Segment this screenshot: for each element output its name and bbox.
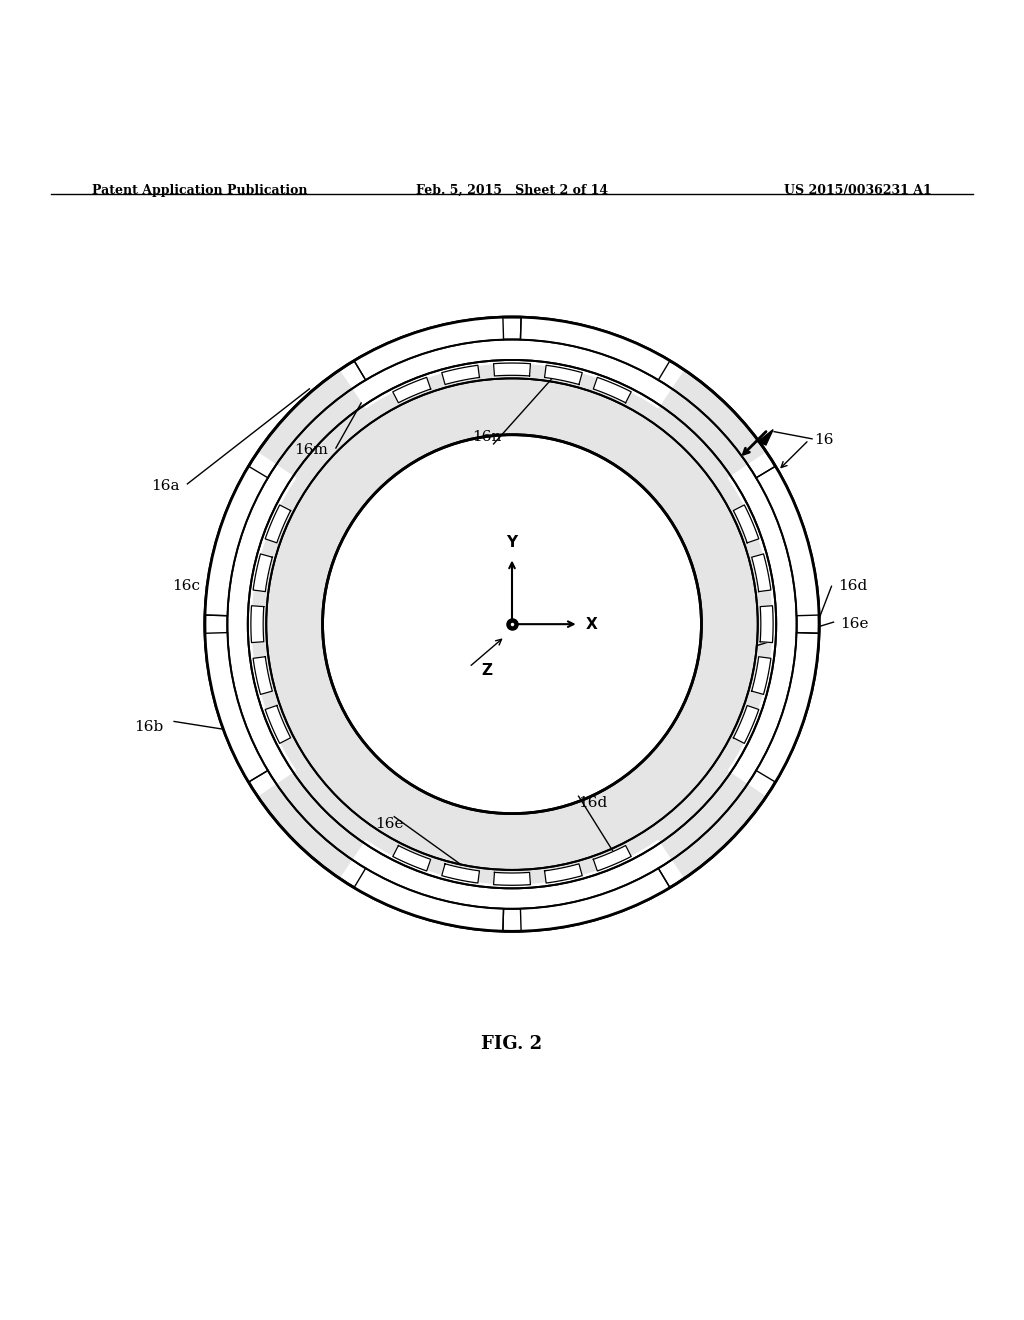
- Polygon shape: [520, 869, 670, 931]
- Polygon shape: [728, 453, 819, 796]
- Text: US 2015/0036231 A1: US 2015/0036231 A1: [784, 183, 932, 197]
- Polygon shape: [205, 453, 296, 796]
- Polygon shape: [752, 656, 771, 694]
- Circle shape: [205, 317, 819, 932]
- Text: X: X: [586, 616, 597, 632]
- Text: 16m: 16m: [294, 444, 328, 457]
- Text: 16e: 16e: [840, 618, 868, 631]
- Polygon shape: [758, 429, 773, 445]
- Polygon shape: [393, 378, 431, 403]
- Polygon shape: [756, 466, 819, 615]
- Text: 16b: 16b: [134, 719, 164, 734]
- Polygon shape: [545, 863, 583, 883]
- Polygon shape: [340, 841, 684, 932]
- Polygon shape: [265, 506, 291, 543]
- Polygon shape: [441, 863, 479, 883]
- Polygon shape: [733, 705, 759, 743]
- Polygon shape: [265, 705, 291, 743]
- Text: Y: Y: [507, 536, 517, 550]
- Text: 16a: 16a: [151, 479, 179, 492]
- Polygon shape: [520, 317, 670, 380]
- Polygon shape: [752, 554, 771, 591]
- Polygon shape: [545, 366, 583, 384]
- Text: 16c: 16c: [172, 579, 200, 593]
- Polygon shape: [253, 554, 272, 591]
- Polygon shape: [340, 317, 684, 408]
- Polygon shape: [441, 366, 479, 384]
- Polygon shape: [733, 506, 759, 543]
- Polygon shape: [205, 466, 268, 615]
- Polygon shape: [251, 606, 264, 643]
- Polygon shape: [354, 317, 504, 380]
- Polygon shape: [205, 632, 268, 783]
- Polygon shape: [354, 869, 504, 931]
- PathPatch shape: [205, 317, 819, 932]
- Text: Patent Application Publication: Patent Application Publication: [92, 183, 307, 197]
- Circle shape: [323, 434, 701, 813]
- Polygon shape: [593, 846, 631, 871]
- Circle shape: [323, 434, 701, 813]
- Polygon shape: [253, 656, 272, 694]
- Text: Feb. 5, 2015   Sheet 2 of 14: Feb. 5, 2015 Sheet 2 of 14: [416, 183, 608, 197]
- Text: 16n: 16n: [472, 430, 501, 444]
- Text: Z: Z: [481, 663, 492, 678]
- Polygon shape: [393, 846, 431, 871]
- Text: 16d: 16d: [579, 796, 608, 810]
- Text: 16d: 16d: [838, 579, 867, 593]
- Polygon shape: [494, 873, 530, 886]
- Polygon shape: [756, 632, 819, 783]
- Text: 16: 16: [814, 433, 834, 447]
- Text: FIG. 2: FIG. 2: [481, 1035, 543, 1053]
- Text: 16e: 16e: [375, 817, 403, 830]
- Polygon shape: [593, 378, 631, 403]
- Polygon shape: [494, 363, 530, 376]
- Polygon shape: [760, 606, 773, 643]
